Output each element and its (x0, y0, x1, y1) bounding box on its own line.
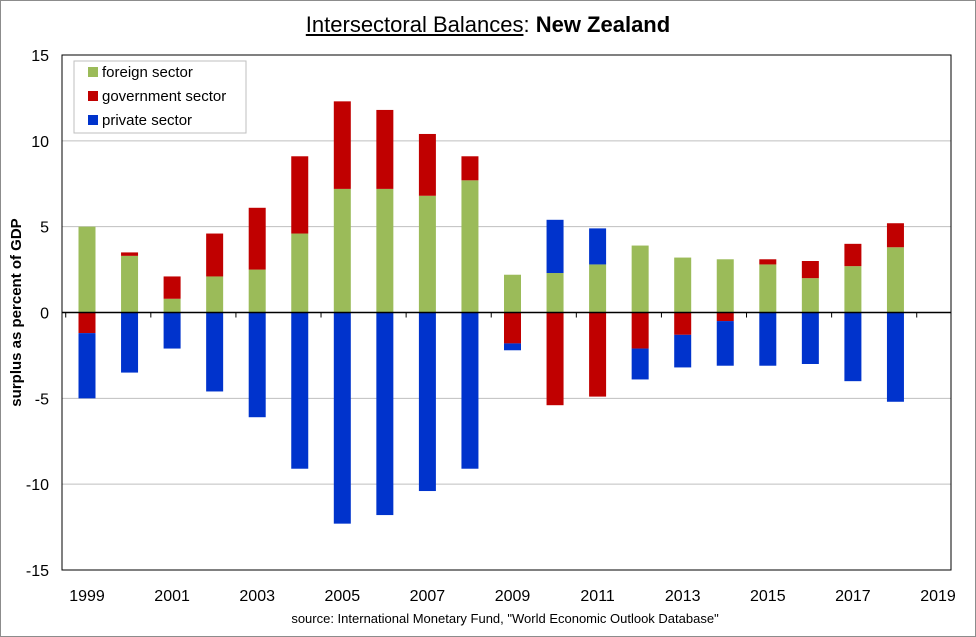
bar-foreign-sector-2002 (206, 276, 224, 313)
bar-government-sector-2008 (461, 156, 479, 181)
bar-private-sector-2000 (121, 312, 139, 373)
bar-private-sector-2006 (376, 312, 394, 516)
bar-foreign-sector-2005 (333, 188, 351, 313)
bar-foreign-sector-2006 (376, 188, 394, 313)
legend-label-government-sector: government sector (102, 88, 226, 105)
y-tick-label: 5 (40, 220, 49, 237)
bar-foreign-sector-2007 (418, 195, 436, 313)
bar-private-sector-2001 (163, 312, 181, 349)
x-tick-label: 2009 (495, 588, 531, 605)
bar-government-sector-2013 (674, 312, 692, 335)
x-tick-label: 2017 (835, 588, 871, 605)
bar-foreign-sector-2008 (461, 180, 479, 313)
bar-government-sector-2002 (206, 233, 224, 277)
bar-government-sector-2004 (291, 156, 309, 234)
y-tick-label: -5 (35, 391, 49, 408)
chart-title-main: Intersectoral Balances (305, 12, 524, 37)
source-note: source: International Monetary Fund, "Wo… (291, 611, 719, 626)
x-tick-label: 2019 (920, 588, 956, 605)
bar-government-sector-2015 (759, 259, 777, 265)
legend-swatch-private-sector (88, 115, 98, 125)
bar-private-sector-2005 (333, 312, 351, 524)
bar-government-sector-2003 (248, 207, 266, 270)
x-tick-label: 1999 (69, 588, 105, 605)
bar-government-sector-2001 (163, 276, 181, 299)
bar-private-sector-2007 (418, 312, 436, 492)
bar-private-sector-2015 (759, 312, 777, 366)
bar-foreign-sector-2010 (546, 273, 564, 313)
bar-foreign-sector-2012 (631, 245, 649, 313)
chart-title-separator: : (523, 12, 536, 37)
bar-government-sector-2012 (631, 312, 649, 349)
bar-foreign-sector-2001 (163, 298, 181, 313)
y-tick-label: 15 (31, 48, 49, 65)
bar-private-sector-1999 (78, 333, 96, 399)
legend-box (73, 60, 247, 134)
bar-private-sector-2008 (461, 312, 479, 469)
bar-government-sector-2009 (504, 312, 521, 344)
bar-private-sector-2010 (546, 219, 564, 274)
bar-foreign-sector-2009 (504, 274, 521, 313)
bar-government-sector-2016 (801, 261, 819, 279)
bar-private-sector-2011 (589, 228, 607, 265)
bar-private-sector-2016 (801, 312, 819, 364)
bar-government-sector-2006 (376, 109, 394, 189)
bar-private-sector-2012 (631, 348, 649, 380)
x-tick-label: 2003 (239, 588, 275, 605)
bar-foreign-sector-2000 (121, 255, 139, 313)
x-tick-label: 2013 (665, 588, 701, 605)
bar-government-sector-2007 (418, 133, 436, 196)
bar-foreign-sector-2004 (291, 233, 309, 313)
legend-label-foreign-sector: foreign sector (102, 64, 193, 81)
bar-private-sector-2002 (206, 312, 224, 392)
y-tick-label: 10 (31, 134, 49, 151)
bar-foreign-sector-2014 (716, 259, 734, 313)
chart-title: Intersectoral Balances: New Zealand (0, 12, 976, 38)
x-tick-label: 2011 (580, 588, 615, 605)
x-tick-label: 2015 (750, 588, 786, 605)
y-tick-label: -15 (26, 563, 49, 580)
bar-private-sector-2018 (886, 312, 904, 402)
bar-government-sector-2010 (546, 312, 564, 406)
bar-government-sector-2017 (844, 243, 862, 267)
bar-foreign-sector-2003 (248, 269, 266, 313)
bar-private-sector-2003 (248, 312, 266, 418)
bar-government-sector-2011 (589, 312, 607, 397)
bar-foreign-sector-2018 (886, 247, 904, 313)
bar-foreign-sector-2013 (674, 257, 692, 313)
legend-label-private-sector: private sector (102, 112, 192, 129)
x-tick-label: 2001 (154, 588, 190, 605)
bar-private-sector-2013 (674, 334, 692, 368)
legend-swatch-government-sector (88, 91, 98, 101)
bar-foreign-sector-1999 (78, 226, 96, 313)
bar-private-sector-2017 (844, 312, 862, 382)
bar-private-sector-2009 (504, 343, 521, 351)
bar-government-sector-1999 (78, 312, 96, 334)
bar-foreign-sector-2016 (801, 278, 819, 313)
bar-foreign-sector-2017 (844, 266, 862, 313)
bar-foreign-sector-2011 (589, 264, 607, 313)
bar-government-sector-2018 (886, 223, 904, 248)
legend-swatch-foreign-sector (88, 67, 98, 77)
x-tick-label: 2007 (410, 588, 446, 605)
y-tick-label: -10 (26, 477, 49, 494)
bar-government-sector-2014 (716, 312, 734, 322)
bar-private-sector-2014 (716, 321, 734, 366)
y-axis-label: surplus as percent of GDP (8, 218, 25, 406)
bar-government-sector-2000 (121, 252, 139, 256)
y-tick-label: 0 (40, 306, 49, 323)
bar-government-sector-2005 (333, 101, 351, 189)
bar-private-sector-2004 (291, 312, 309, 469)
bar-foreign-sector-2015 (759, 264, 777, 313)
chart-title-country: New Zealand (535, 12, 671, 37)
x-tick-label: 2005 (325, 588, 361, 605)
